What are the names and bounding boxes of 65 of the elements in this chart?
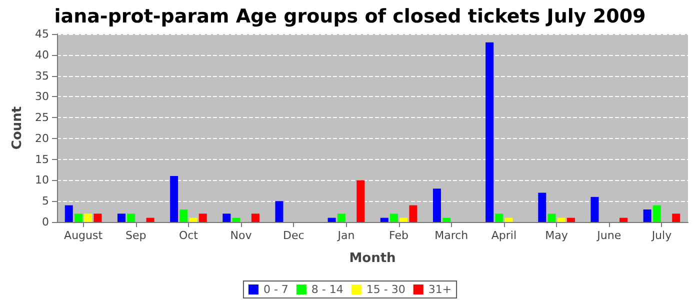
legend-label: 31+ [428, 283, 452, 296]
y-tick-label: 35 [35, 69, 49, 82]
y-tick-label: 0 [42, 216, 49, 228]
bar [64, 205, 73, 222]
bar [275, 201, 284, 222]
x-tick-label: Feb [389, 229, 409, 242]
y-tick-label: 5 [42, 194, 49, 208]
y-tick-label: 30 [35, 90, 49, 104]
x-tick-label: April [491, 229, 517, 242]
x-tick-label: July [650, 229, 672, 242]
bar [566, 218, 575, 222]
x-tick-label: May [545, 229, 568, 242]
x-axis-title: Month [349, 251, 396, 266]
y-tick-label: 40 [35, 48, 49, 62]
x-tick-label: March [434, 229, 468, 242]
legend-label: 15 - 30 [366, 283, 406, 296]
legend-label: 8 - 14 [311, 283, 344, 296]
bar [337, 214, 346, 222]
bar [146, 218, 154, 222]
bar [117, 214, 126, 222]
y-tick-label: 10 [35, 174, 49, 187]
bar [356, 180, 365, 222]
bar [432, 188, 441, 222]
bar [222, 214, 231, 222]
bar [495, 214, 504, 222]
bar [328, 218, 336, 222]
bar [652, 205, 661, 222]
bar [127, 214, 136, 222]
bar [189, 218, 198, 222]
x-tick-label: Dec [282, 229, 304, 242]
bar [390, 214, 398, 222]
x-tick-label: Sep [126, 229, 146, 242]
y-tick-label: 25 [35, 111, 49, 124]
bar [94, 214, 102, 222]
y-tick-label: 20 [35, 132, 49, 145]
x-tick-label: August [64, 229, 104, 242]
bar [74, 214, 82, 222]
bar [538, 192, 546, 222]
y-tick-label: 45 [35, 28, 49, 40]
bar [409, 205, 418, 222]
chart-title: iana-prot-param Age groups of closed tickets July 2009 [54, 6, 646, 28]
bar [672, 214, 680, 222]
legend-label: 0 - 7 [263, 283, 288, 296]
y-axis-title: Count [10, 106, 26, 150]
x-tick-label: Jan [336, 229, 355, 242]
bar [180, 209, 188, 222]
bar [643, 209, 652, 222]
x-tick-label: Oct [178, 229, 199, 242]
bar [232, 218, 240, 222]
bar [442, 218, 451, 222]
bar [620, 218, 628, 222]
bar [251, 214, 260, 222]
bar [590, 196, 599, 222]
bar [557, 218, 566, 222]
bar [486, 42, 494, 222]
bar [548, 214, 556, 222]
x-tick-label: June [596, 229, 622, 242]
bar [84, 214, 92, 222]
bar [198, 214, 207, 222]
y-tick-label: 15 [35, 152, 49, 166]
bar [400, 218, 408, 222]
x-tick-label: Nov [230, 229, 252, 242]
bar [504, 218, 513, 222]
bar [170, 176, 178, 222]
bar [380, 218, 388, 222]
